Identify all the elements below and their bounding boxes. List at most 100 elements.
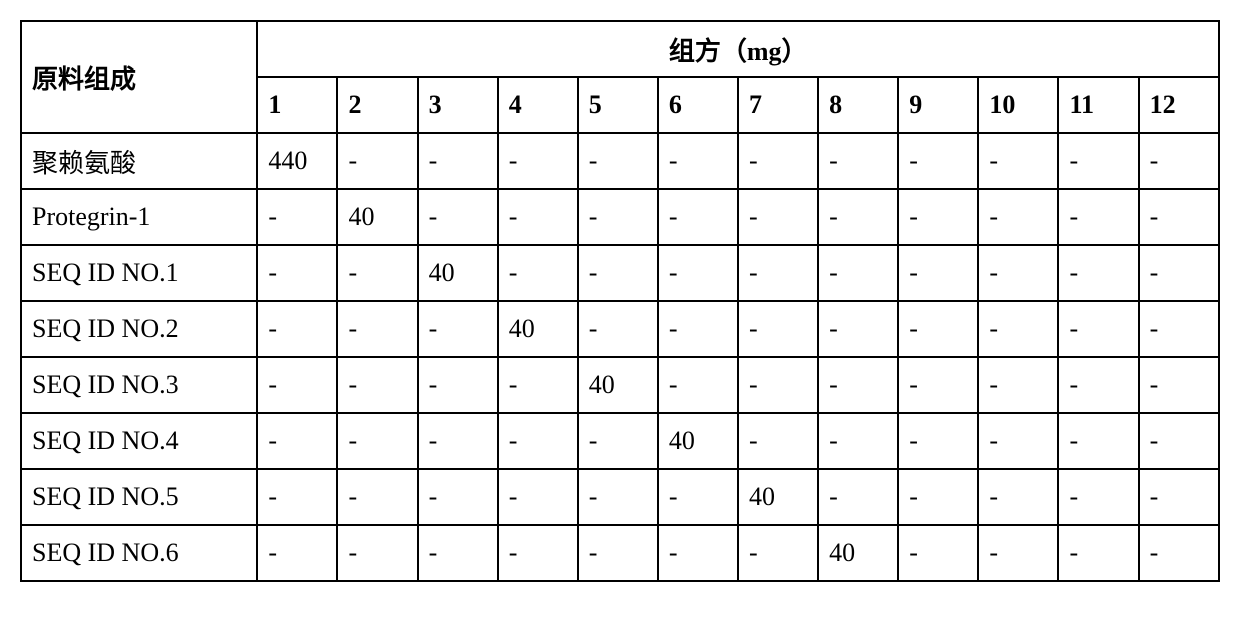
col-header: 3 — [418, 77, 498, 133]
col-header: 12 — [1139, 77, 1219, 133]
table-cell: - — [898, 189, 978, 245]
table-cell: - — [1139, 413, 1219, 469]
table-cell: - — [658, 357, 738, 413]
table-cell: - — [257, 525, 337, 581]
table-cell: 440 — [257, 133, 337, 189]
col-header: 8 — [818, 77, 898, 133]
col-header: 10 — [978, 77, 1058, 133]
table-cell: - — [1058, 189, 1138, 245]
table-cell: - — [1139, 525, 1219, 581]
table-cell: - — [818, 189, 898, 245]
table-cell: - — [978, 301, 1058, 357]
table-cell: - — [578, 301, 658, 357]
table-cell: - — [738, 301, 818, 357]
row-label: SEQ ID NO.1 — [21, 245, 257, 301]
col-header: 4 — [498, 77, 578, 133]
table-cell: - — [498, 525, 578, 581]
table-cell: - — [498, 133, 578, 189]
table-cell: 40 — [818, 525, 898, 581]
col-header: 11 — [1058, 77, 1138, 133]
row-label: SEQ ID NO.5 — [21, 469, 257, 525]
table-cell: - — [898, 413, 978, 469]
table-cell: - — [578, 413, 658, 469]
table-cell: - — [738, 189, 818, 245]
table-cell: - — [418, 357, 498, 413]
table-cell: - — [898, 357, 978, 413]
table-cell: - — [578, 245, 658, 301]
col-header: 5 — [578, 77, 658, 133]
table-cell: - — [418, 525, 498, 581]
table-cell: - — [898, 301, 978, 357]
row-header-label: 原料组成 — [21, 21, 257, 133]
col-header: 6 — [658, 77, 738, 133]
table-cell: - — [1139, 133, 1219, 189]
table-cell: - — [738, 413, 818, 469]
col-header: 2 — [337, 77, 417, 133]
col-header: 9 — [898, 77, 978, 133]
table-cell: - — [1058, 469, 1138, 525]
row-label: 聚赖氨酸 — [21, 133, 257, 189]
table-cell: - — [1058, 133, 1138, 189]
table-cell: - — [257, 245, 337, 301]
table-cell: - — [498, 413, 578, 469]
table-cell: - — [1139, 245, 1219, 301]
table-cell: - — [1139, 301, 1219, 357]
table-cell: - — [978, 469, 1058, 525]
table-cell: - — [818, 469, 898, 525]
table-cell: - — [978, 133, 1058, 189]
table-cell: - — [1058, 245, 1138, 301]
table-cell: - — [658, 245, 738, 301]
row-label: SEQ ID NO.6 — [21, 525, 257, 581]
table-cell: 40 — [658, 413, 738, 469]
table-cell: - — [578, 469, 658, 525]
table-row: SEQ ID NO.4-----40------ — [21, 413, 1219, 469]
table-cell: - — [257, 413, 337, 469]
table-cell: - — [578, 133, 658, 189]
table-cell: - — [658, 133, 738, 189]
composition-table: 原料组成 组方（mg） 1 2 3 4 5 6 7 8 9 10 11 12 聚… — [20, 20, 1220, 582]
table-row: SEQ ID NO.2---40-------- — [21, 301, 1219, 357]
table-cell: - — [898, 245, 978, 301]
table-cell: - — [257, 469, 337, 525]
table-row: SEQ ID NO.5------40----- — [21, 469, 1219, 525]
table-cell: 40 — [498, 301, 578, 357]
table-row: SEQ ID NO.3----40------- — [21, 357, 1219, 413]
table-cell: - — [578, 525, 658, 581]
table-cell: - — [898, 133, 978, 189]
table-cell: - — [337, 525, 417, 581]
group-header: 组方（mg） — [257, 21, 1219, 77]
table-cell: - — [257, 189, 337, 245]
table-cell: - — [257, 357, 337, 413]
table-cell: - — [818, 357, 898, 413]
table-cell: - — [1139, 357, 1219, 413]
table-cell: - — [658, 525, 738, 581]
table-body: 聚赖氨酸440-----------Protegrin-1-40--------… — [21, 133, 1219, 581]
table-cell: - — [978, 189, 1058, 245]
table-cell: 40 — [738, 469, 818, 525]
table-cell: 40 — [337, 189, 417, 245]
table-cell: - — [1139, 189, 1219, 245]
table-cell: - — [257, 301, 337, 357]
table-cell: - — [337, 245, 417, 301]
table-cell: - — [978, 413, 1058, 469]
table-row: 聚赖氨酸440----------- — [21, 133, 1219, 189]
col-header: 1 — [257, 77, 337, 133]
table-cell: 40 — [418, 245, 498, 301]
table-cell: - — [337, 469, 417, 525]
table-cell: - — [418, 189, 498, 245]
table-row: SEQ ID NO.6-------40---- — [21, 525, 1219, 581]
table-cell: - — [1058, 357, 1138, 413]
header-row-1: 原料组成 组方（mg） — [21, 21, 1219, 77]
table-cell: - — [978, 245, 1058, 301]
table-cell: - — [498, 469, 578, 525]
table-cell: - — [738, 525, 818, 581]
table-cell: - — [418, 133, 498, 189]
table-cell: - — [498, 245, 578, 301]
table-cell: - — [818, 133, 898, 189]
table-cell: - — [1139, 469, 1219, 525]
table-cell: - — [578, 189, 658, 245]
table-cell: - — [738, 245, 818, 301]
table-cell: - — [1058, 525, 1138, 581]
table-row: SEQ ID NO.1--40--------- — [21, 245, 1219, 301]
table-cell: 40 — [578, 357, 658, 413]
